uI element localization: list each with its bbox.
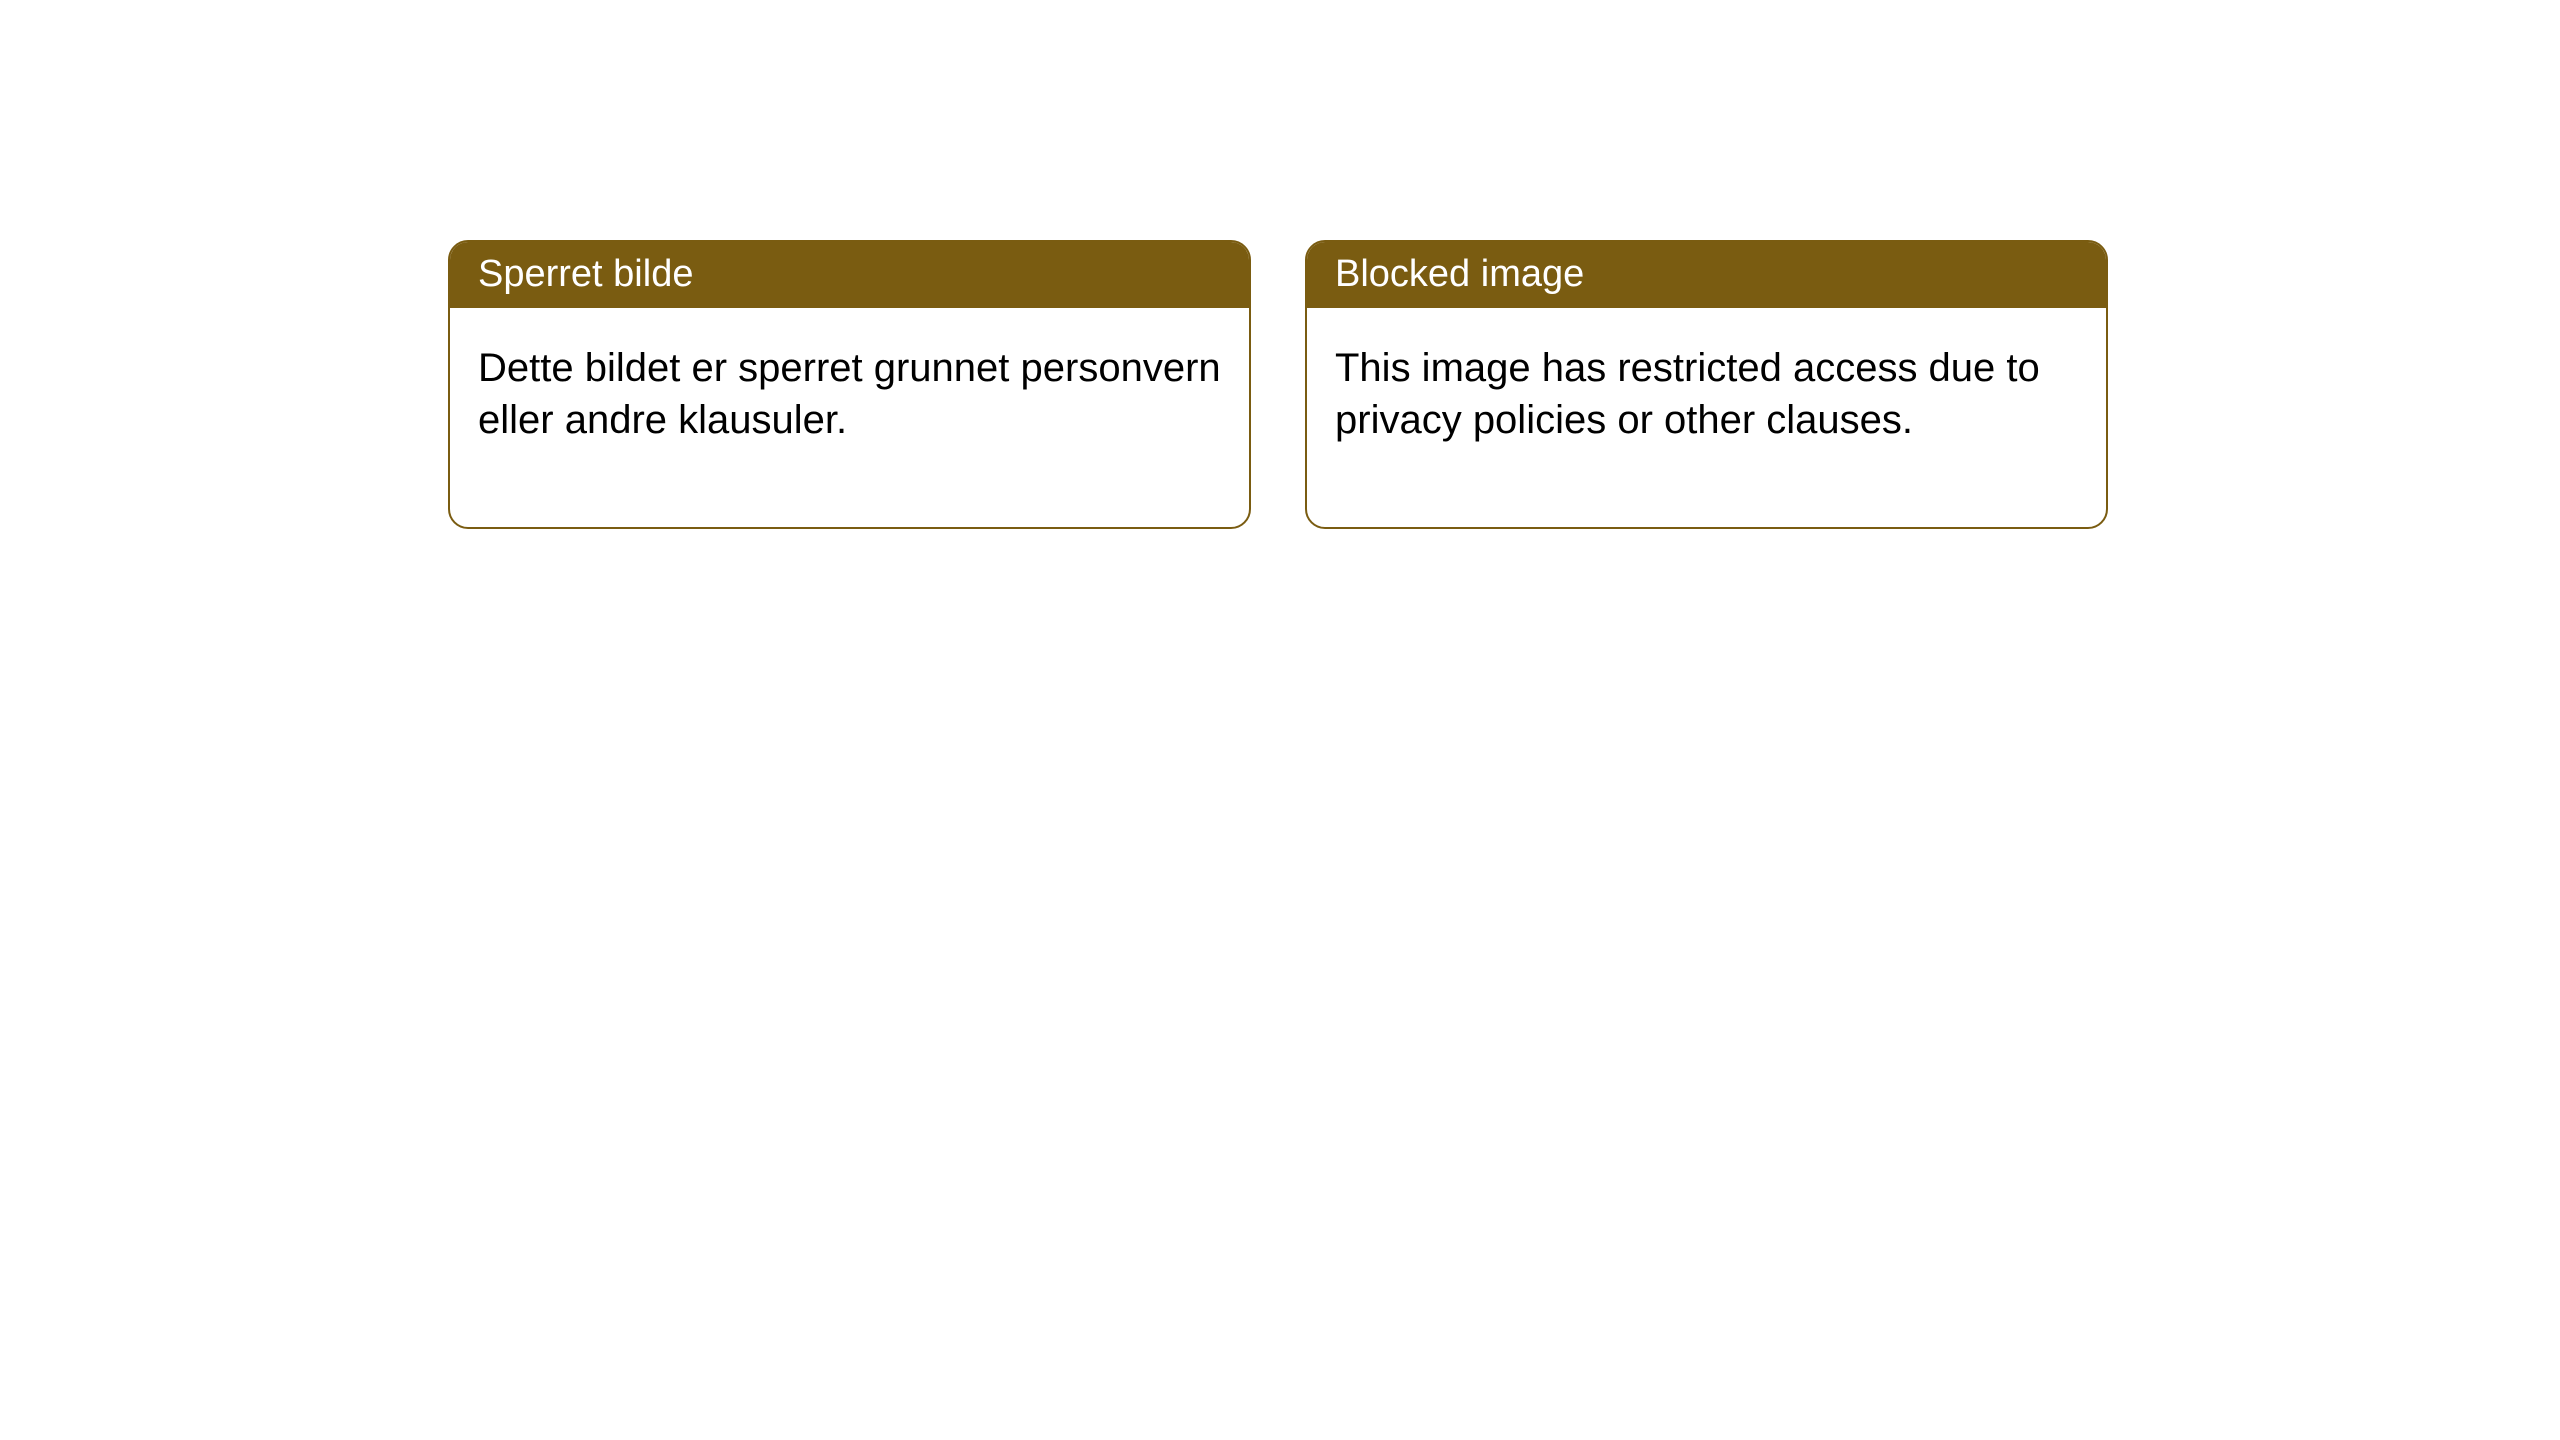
- notice-box-norwegian: Sperret bilde Dette bildet er sperret gr…: [448, 240, 1251, 529]
- notice-header: Sperret bilde: [450, 242, 1249, 308]
- notice-header: Blocked image: [1307, 242, 2106, 308]
- notice-container: Sperret bilde Dette bildet er sperret gr…: [0, 0, 2560, 529]
- notice-body: This image has restricted access due to …: [1307, 308, 2106, 528]
- notice-body: Dette bildet er sperret grunnet personve…: [450, 308, 1249, 528]
- notice-box-english: Blocked image This image has restricted …: [1305, 240, 2108, 529]
